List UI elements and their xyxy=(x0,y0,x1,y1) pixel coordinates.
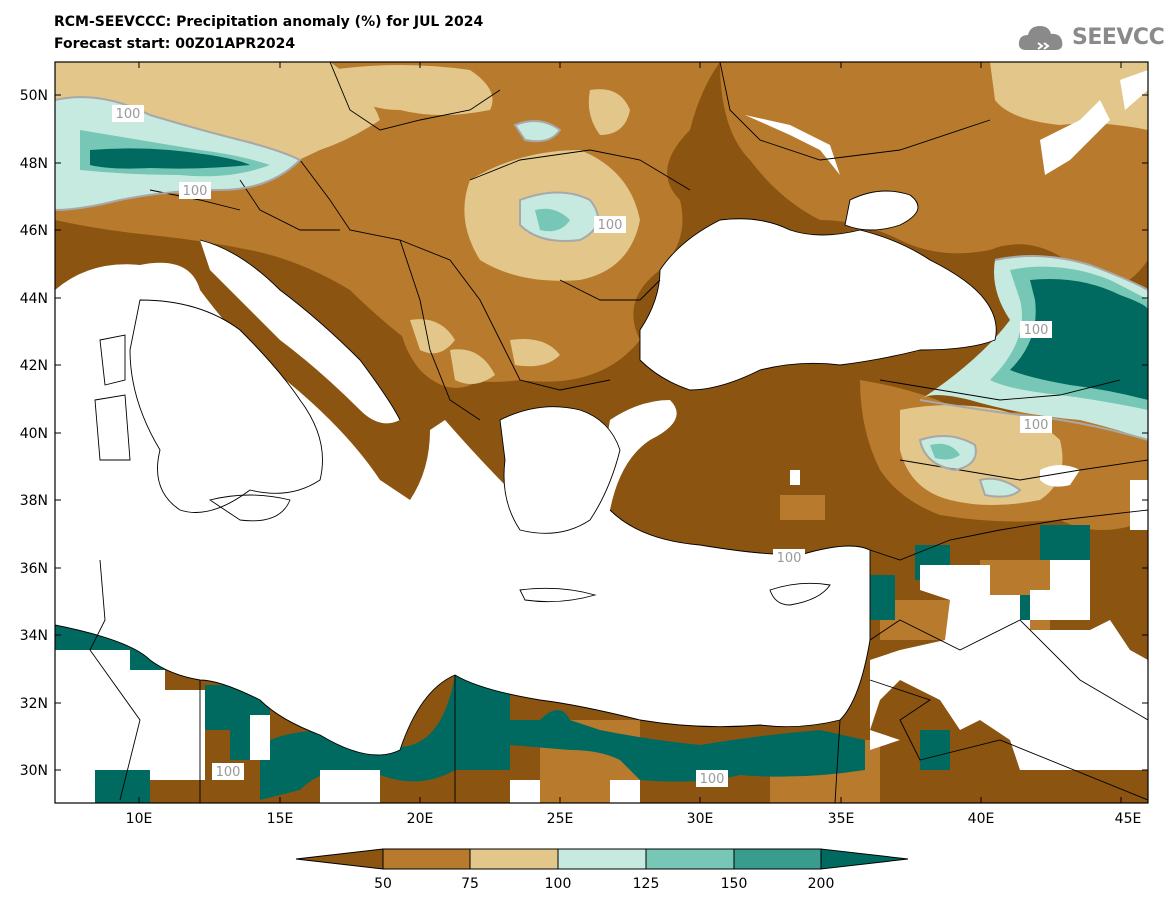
contour-labels: 100 100 100 100 100 100 100 100 xyxy=(112,105,1052,787)
lat-label: 48N xyxy=(20,156,48,172)
lat-label: 44N xyxy=(20,291,48,307)
colorbar-segment xyxy=(295,848,384,870)
cloud-icon xyxy=(1018,26,1063,50)
forecast-start-label: Forecast start: 00Z01APR2024 xyxy=(54,36,296,52)
colorbar-labels: 50 75 100 125 150 200 xyxy=(374,876,834,892)
lat-label: 40N xyxy=(20,426,48,442)
latitude-axis: 50N 48N 46N 44N 42N 40N 38N 36N 34N 32N … xyxy=(20,88,1148,779)
contour-label: 100 xyxy=(183,184,208,199)
contour-label: 100 xyxy=(116,107,141,122)
anomaly-field xyxy=(55,62,1148,803)
contour-label: 100 xyxy=(700,772,725,787)
contour-label: 100 xyxy=(1024,418,1049,433)
lat-label: 46N xyxy=(20,223,48,239)
chart-title: RCM-SEEVCCC: Precipitation anomaly (%) f… xyxy=(54,14,484,30)
longitude-axis: 10E 15E 20E 25E 30E 35E 40E 45E xyxy=(126,62,1142,827)
lat-label: 30N xyxy=(20,763,48,779)
lat-label: 50N xyxy=(20,88,48,104)
lat-label: 36N xyxy=(20,561,48,577)
colorbar-label: 50 xyxy=(374,876,392,892)
colorbar-segment xyxy=(645,848,735,870)
logo-text: SEEVCCC xyxy=(1072,25,1165,50)
colorbar-label: 125 xyxy=(633,876,660,892)
colorbar xyxy=(295,848,909,870)
lat-label: 38N xyxy=(20,493,48,509)
colorbar-segment xyxy=(820,848,909,870)
colorbar-label: 200 xyxy=(808,876,835,892)
lon-label: 15E xyxy=(267,811,294,827)
lon-label: 35E xyxy=(828,811,855,827)
lat-label: 42N xyxy=(20,358,48,374)
coastlines-borders xyxy=(55,62,1148,803)
contour-label: 100 xyxy=(598,218,623,233)
seevccc-logo: SEEVCCC xyxy=(1018,22,1165,56)
lat-label: 34N xyxy=(20,628,48,644)
contour-label: 100 xyxy=(777,551,802,566)
colorbar-label: 100 xyxy=(545,876,572,892)
lat-label: 32N xyxy=(20,696,48,712)
lon-label: 30E xyxy=(687,811,714,827)
colorbar-segment xyxy=(382,848,471,870)
colorbar-label: 150 xyxy=(721,876,748,892)
contour-label: 100 xyxy=(1024,323,1049,338)
colorbar-segment xyxy=(557,848,647,870)
colorbar-segment xyxy=(733,848,822,870)
lon-label: 25E xyxy=(547,811,574,827)
lon-label: 40E xyxy=(968,811,995,827)
lon-label: 20E xyxy=(407,811,434,827)
contour-label: 100 xyxy=(216,765,241,780)
lon-label: 10E xyxy=(126,811,153,827)
colorbar-label: 75 xyxy=(461,876,479,892)
colorbar-segment xyxy=(469,848,559,870)
lon-label: 45E xyxy=(1115,811,1142,827)
